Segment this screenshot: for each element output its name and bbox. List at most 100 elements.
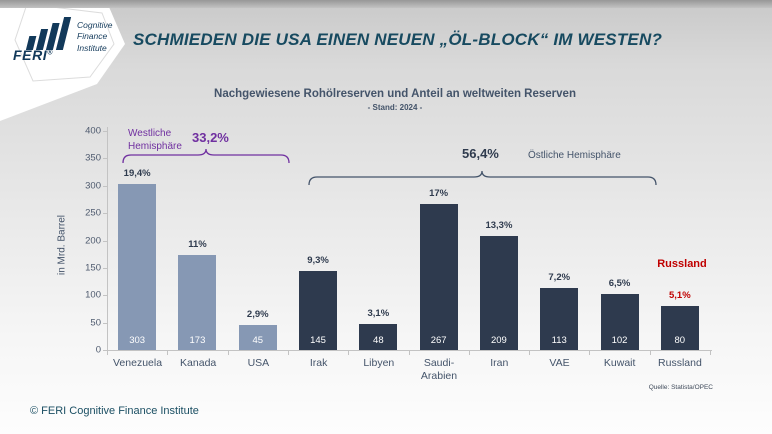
y-tick-mark bbox=[103, 131, 107, 132]
x-tick-mark bbox=[348, 351, 350, 355]
logo-brand: FERI® bbox=[13, 47, 54, 63]
y-tick-label: 100 bbox=[85, 289, 101, 301]
x-tick-mark bbox=[227, 351, 229, 355]
bar-value-label: 45 bbox=[252, 335, 264, 346]
x-tick-mark bbox=[710, 351, 711, 355]
y-tick-label: 250 bbox=[85, 207, 101, 219]
y-tick-mark bbox=[103, 295, 107, 297]
x-tick-mark bbox=[589, 351, 591, 355]
bar-share-label: 19,4% bbox=[123, 168, 151, 180]
category-axis: Venezuela Kanada USA Irak Libyen Saudi-Arabie… bbox=[107, 357, 710, 383]
category-label-irak: Irak bbox=[309, 357, 328, 369]
bar-kuwait: 102 bbox=[600, 294, 639, 350]
bar-share-label: 5,1% bbox=[668, 290, 691, 302]
bar-share-label: 9,3% bbox=[307, 254, 329, 266]
bar-value-label: 173 bbox=[189, 335, 206, 346]
x-axis-line bbox=[107, 350, 712, 351]
bar-saudi-arabien: 267 bbox=[419, 203, 458, 350]
plot-area: 303 19,4% 173 11% 45 2,9% 145 9,3% 48 3,1% 267 17% 2… bbox=[107, 131, 710, 350]
bar-value-label: 267 bbox=[430, 335, 447, 346]
bar-russland: 80 bbox=[660, 306, 699, 350]
x-tick-mark bbox=[167, 351, 169, 355]
y-tick-label: 0 bbox=[95, 344, 101, 356]
y-tick-label: 150 bbox=[85, 262, 101, 274]
category-label-vae: VAE bbox=[549, 357, 570, 369]
bar-slot-kuwait: 102 6,5% bbox=[589, 131, 649, 350]
bar-share-label: 2,9% bbox=[246, 309, 269, 321]
y-tick-label: 50 bbox=[90, 317, 101, 329]
y-tick-mark bbox=[103, 350, 107, 351]
bar-usa: 45 bbox=[238, 325, 277, 350]
category-label-usa: USA bbox=[247, 357, 270, 369]
eastern-hemisphere-label: Östliche Hemisphäre bbox=[528, 150, 621, 161]
bar-vae: 113 bbox=[540, 288, 579, 350]
chart-title: Nachgewiesene Rohölreserven und Anteil a… bbox=[214, 88, 576, 100]
category-label-kuwait: Kuwait bbox=[603, 357, 636, 369]
y-axis-title: in Mrd. Barrel bbox=[56, 214, 68, 276]
bar-share-label: 17% bbox=[429, 187, 449, 199]
logo-tagline: Cognitive Finance Institute bbox=[77, 20, 113, 53]
y-tick-label: 400 bbox=[85, 125, 101, 137]
bar-share-label: 6,5% bbox=[608, 278, 631, 290]
source-note: Quelle: Statista/OPEC bbox=[648, 384, 713, 391]
y-tick-mark bbox=[103, 158, 107, 160]
y-tick-label: 300 bbox=[85, 180, 101, 192]
x-tick-mark bbox=[468, 351, 470, 355]
y-tick-mark bbox=[103, 185, 107, 187]
bar-share-label: 13,3% bbox=[485, 219, 513, 231]
bar-value-label: 102 bbox=[611, 335, 628, 346]
y-axis-line bbox=[107, 127, 108, 351]
bar-kanada: 173 bbox=[178, 255, 217, 350]
x-tick-mark bbox=[107, 351, 108, 355]
top-strip bbox=[0, 0, 772, 8]
category-label-venezuela: Venezuela bbox=[113, 357, 163, 369]
category-label-saudi-arabien: Saudi-Arabien bbox=[420, 357, 458, 383]
bar-slot-russland: 80 5,1% bbox=[650, 131, 710, 350]
chart-subtitle: - Stand: 2024 - bbox=[367, 103, 423, 112]
y-tick-mark bbox=[103, 240, 107, 242]
bar-slot-usa: 45 2,9% bbox=[228, 131, 288, 350]
bar-slot-kanada: 173 11% bbox=[167, 131, 227, 350]
bar-slot-irak: 145 9,3% bbox=[288, 131, 348, 350]
bar-libyen: 48 bbox=[359, 323, 398, 350]
russia-annotation: Russland bbox=[657, 258, 707, 270]
y-tick-mark bbox=[103, 322, 107, 324]
bar-value-label: 113 bbox=[551, 335, 567, 346]
bar-value-label: 209 bbox=[490, 335, 507, 346]
bar-irak: 145 bbox=[299, 270, 338, 350]
category-label-iran: Iran bbox=[490, 357, 509, 369]
bar-slot-saudi-arabien: 267 17% bbox=[408, 131, 468, 350]
bar-share-label: 7,2% bbox=[548, 272, 571, 284]
eastern-hemisphere-share: 56,4% bbox=[462, 146, 499, 161]
bar-value-label: 80 bbox=[674, 335, 686, 346]
x-tick-mark bbox=[529, 351, 531, 355]
category-label-kanada: Kanada bbox=[180, 357, 217, 369]
footer-copyright: © FERI Cognitive Finance Institute bbox=[30, 405, 199, 417]
y-tick-label: 200 bbox=[85, 235, 101, 246]
bar-value-label: 145 bbox=[310, 335, 326, 346]
bar-slot-venezuela: 303 19,4% bbox=[107, 131, 167, 350]
bar-venezuela: 303 bbox=[118, 184, 157, 350]
bar-slot-libyen: 48 3,1% bbox=[348, 131, 408, 350]
logo-shield-outline-icon bbox=[14, 3, 115, 82]
bar-iran: 209 bbox=[479, 235, 518, 350]
registered-mark: ® bbox=[47, 49, 54, 57]
bar-share-label: 3,1% bbox=[367, 307, 390, 319]
x-tick-mark bbox=[649, 351, 651, 355]
y-tick-label: 350 bbox=[85, 152, 101, 164]
bar-value-label: 303 bbox=[129, 335, 146, 346]
bar-value-label: 48 bbox=[373, 335, 384, 346]
category-label-libyen: Libyen bbox=[363, 357, 395, 369]
western-brace-icon bbox=[122, 148, 290, 164]
bar-slot-iran: 209 13,3% bbox=[469, 131, 529, 350]
y-tick-mark bbox=[103, 213, 107, 215]
y-tick-mark bbox=[103, 267, 107, 269]
western-hemisphere-share: 33,2% bbox=[192, 130, 229, 145]
category-label-russland: Russland bbox=[658, 357, 702, 369]
western-hemisphere-label: Westliche Hemisphäre bbox=[128, 128, 182, 152]
eastern-brace-icon bbox=[308, 170, 657, 186]
page-title: SCHMIEDEN DIE USA EINEN NEUEN „ÖL-BLOCK“… bbox=[133, 30, 663, 49]
x-tick-mark bbox=[287, 351, 289, 355]
bar-share-label: 11% bbox=[188, 239, 207, 251]
